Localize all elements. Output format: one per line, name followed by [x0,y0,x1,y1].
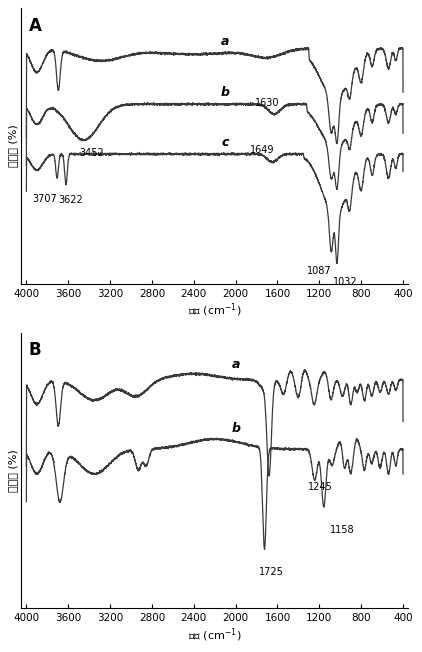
Text: 1245: 1245 [308,482,333,492]
Text: 1630: 1630 [255,98,279,108]
Text: 1649: 1649 [249,145,274,155]
Text: b: b [231,421,240,434]
Text: 1158: 1158 [330,524,354,535]
Text: 1032: 1032 [333,277,357,288]
Text: 3707: 3707 [32,194,57,204]
X-axis label: 波数 (cm$^{-1}$): 波数 (cm$^{-1}$) [188,626,241,644]
Text: A: A [29,16,42,35]
Y-axis label: 透光率 (%): 透光率 (%) [8,125,18,168]
Text: 1087: 1087 [306,266,331,276]
Text: 3622: 3622 [58,195,83,205]
Text: a: a [221,35,229,48]
Text: 1725: 1725 [259,567,284,578]
X-axis label: 波数 (cm$^{-1}$): 波数 (cm$^{-1}$) [188,301,241,319]
Text: c: c [222,136,229,149]
Text: 3452: 3452 [79,148,103,158]
Text: B: B [29,341,41,359]
Text: b: b [221,86,230,99]
Y-axis label: 透光率 (%): 透光率 (%) [8,449,18,492]
Text: a: a [231,358,240,371]
